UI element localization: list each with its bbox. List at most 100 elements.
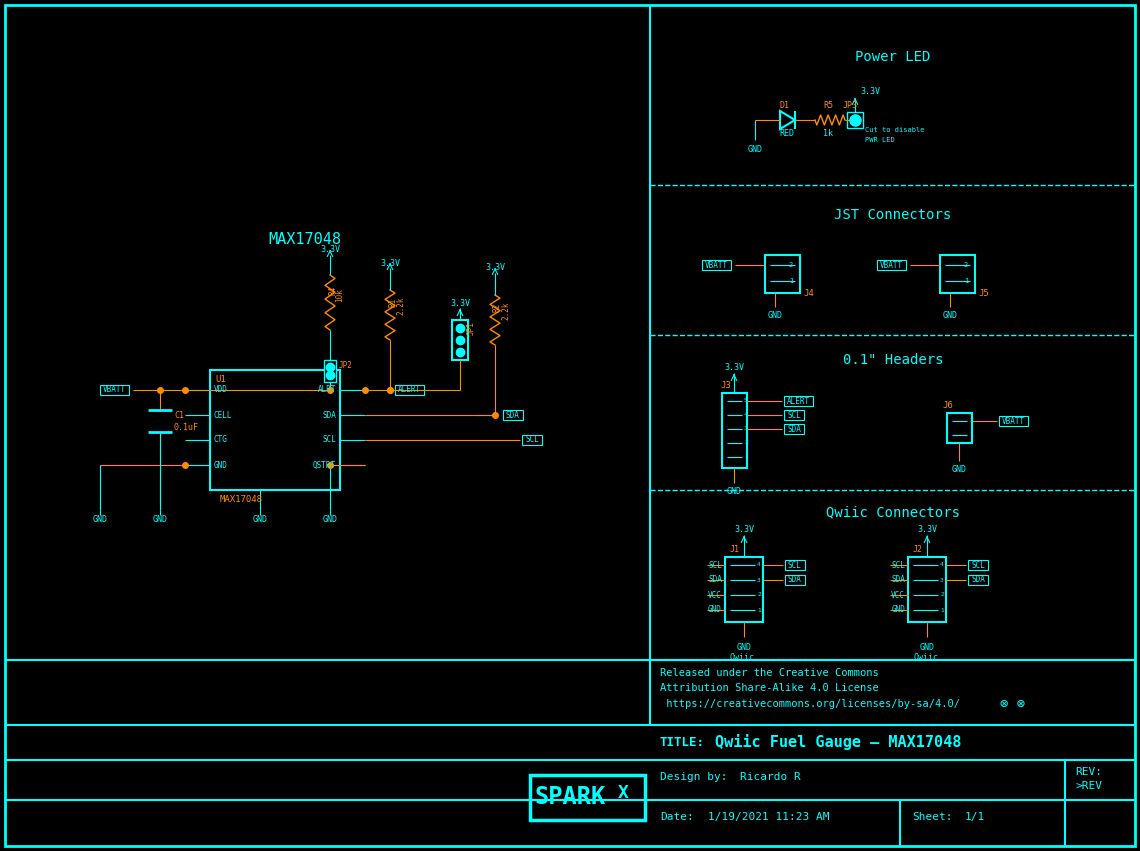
- Text: REV:: REV:: [1075, 767, 1102, 777]
- Text: SCL: SCL: [708, 561, 722, 569]
- Text: GND: GND: [736, 643, 751, 652]
- Bar: [907, 557, 946, 622]
- Text: 1k: 1k: [823, 129, 833, 139]
- Bar: [702, 260, 731, 270]
- Bar: [999, 416, 1027, 426]
- Text: VBATT: VBATT: [880, 260, 903, 270]
- Text: 3: 3: [744, 426, 748, 431]
- Text: SDA: SDA: [787, 425, 801, 433]
- Text: U1: U1: [215, 375, 226, 385]
- Text: ALERT: ALERT: [787, 397, 811, 405]
- Text: 1: 1: [963, 278, 968, 284]
- Text: 1: 1: [940, 608, 944, 613]
- Text: SDA: SDA: [891, 575, 905, 585]
- Text: >REV: >REV: [1075, 781, 1102, 791]
- Text: 1: 1: [757, 608, 760, 613]
- Text: VCC: VCC: [891, 591, 905, 599]
- Text: J1: J1: [730, 545, 740, 553]
- Bar: [324, 360, 336, 382]
- Text: 1: 1: [969, 432, 972, 437]
- Bar: [947, 413, 972, 443]
- Text: 3.3V: 3.3V: [450, 299, 470, 307]
- Text: Qwiic: Qwiic: [913, 653, 938, 661]
- Text: https://creativecommons.org/licenses/by-sa/4.0/: https://creativecommons.org/licenses/by-…: [660, 699, 960, 709]
- Bar: [968, 575, 987, 585]
- Text: 2.2k: 2.2k: [396, 297, 405, 315]
- Text: 3.3V: 3.3V: [917, 526, 937, 534]
- Text: GND: GND: [952, 465, 967, 473]
- Text: Attribution Share-Alike 4.0 License: Attribution Share-Alike 4.0 License: [660, 683, 879, 693]
- Text: 0.1uF: 0.1uF: [174, 424, 199, 432]
- Bar: [784, 410, 804, 420]
- Text: 2: 2: [744, 441, 748, 446]
- Text: CELL: CELL: [214, 410, 233, 420]
- Text: SPARK: SPARK: [535, 785, 606, 809]
- Text: 3.3V: 3.3V: [484, 264, 505, 272]
- Text: 3.3V: 3.3V: [380, 259, 400, 267]
- Text: 2.2k: 2.2k: [500, 302, 510, 320]
- Text: GND: GND: [726, 487, 741, 495]
- Text: JP1: JP1: [466, 321, 475, 335]
- Text: 4: 4: [757, 563, 760, 568]
- Text: RED: RED: [780, 129, 795, 139]
- Text: Released under the Creative Commons: Released under the Creative Commons: [660, 668, 879, 678]
- Text: 3: 3: [940, 578, 944, 582]
- Text: X: X: [618, 784, 629, 802]
- Bar: [785, 575, 805, 585]
- Text: Design by:: Design by:: [660, 772, 727, 782]
- Bar: [784, 396, 813, 406]
- Text: 1: 1: [744, 454, 748, 460]
- Bar: [210, 370, 340, 490]
- Bar: [765, 255, 800, 293]
- Text: 3.3V: 3.3V: [734, 526, 754, 534]
- Text: VCC: VCC: [708, 591, 722, 599]
- Bar: [530, 775, 645, 820]
- Text: 4: 4: [744, 413, 748, 418]
- Bar: [940, 255, 975, 293]
- Text: Qwiic Fuel Gauge – MAX17048: Qwiic Fuel Gauge – MAX17048: [715, 734, 961, 750]
- Text: GND: GND: [92, 516, 107, 524]
- Text: SCL: SCL: [787, 410, 801, 420]
- Text: VBATT: VBATT: [103, 386, 127, 395]
- Bar: [847, 112, 863, 128]
- Text: 2: 2: [969, 419, 972, 424]
- Text: 3.3V: 3.3V: [860, 88, 880, 96]
- Text: JST Connectors: JST Connectors: [834, 208, 952, 222]
- Text: SCL: SCL: [788, 561, 801, 569]
- Text: Sheet:: Sheet:: [912, 812, 953, 822]
- Text: J4: J4: [803, 288, 814, 298]
- Text: J6: J6: [942, 401, 953, 409]
- Text: J5: J5: [978, 288, 988, 298]
- Text: R4: R4: [328, 285, 337, 294]
- Text: GND: GND: [920, 643, 935, 652]
- Text: 4: 4: [940, 563, 944, 568]
- Bar: [785, 560, 805, 570]
- Text: SCL: SCL: [971, 561, 985, 569]
- Text: 10k: 10k: [335, 288, 344, 302]
- Bar: [100, 385, 129, 395]
- Text: Cut to disable: Cut to disable: [865, 127, 925, 133]
- Text: MAX17048: MAX17048: [269, 232, 342, 248]
- Text: 3: 3: [757, 578, 760, 582]
- Bar: [394, 385, 423, 395]
- Bar: [722, 393, 747, 468]
- Text: SDA: SDA: [788, 575, 801, 585]
- Text: GND: GND: [153, 516, 168, 524]
- Text: ALERT: ALERT: [398, 386, 421, 395]
- Bar: [650, 660, 1135, 725]
- Text: Power LED: Power LED: [855, 50, 930, 64]
- Text: R1: R1: [388, 297, 397, 306]
- Text: SCL: SCL: [891, 561, 905, 569]
- Bar: [725, 557, 763, 622]
- Text: 1: 1: [789, 278, 793, 284]
- Text: 0.1" Headers: 0.1" Headers: [842, 353, 943, 367]
- Text: SDA: SDA: [323, 410, 336, 420]
- Text: GND: GND: [323, 516, 337, 524]
- Text: 3.3V: 3.3V: [724, 363, 744, 373]
- Text: VBATT: VBATT: [705, 260, 728, 270]
- Text: SCL: SCL: [323, 436, 336, 444]
- Text: CTG: CTG: [214, 436, 228, 444]
- Text: Date:: Date:: [660, 812, 694, 822]
- Text: SDA: SDA: [506, 410, 520, 420]
- Text: R2: R2: [492, 302, 502, 311]
